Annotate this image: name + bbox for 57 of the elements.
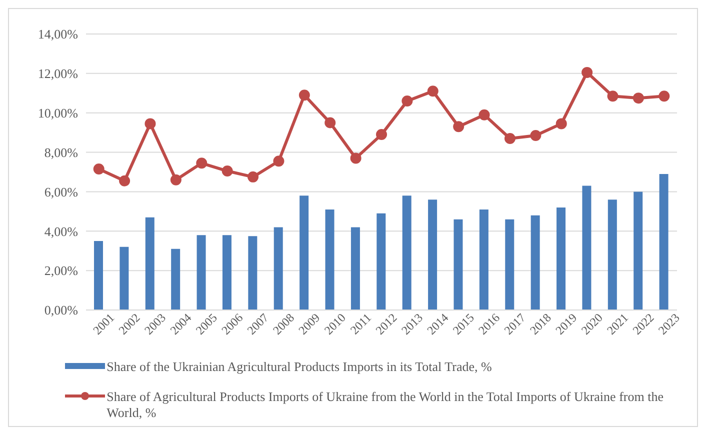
point bbox=[530, 130, 542, 142]
y-tick-label: 10,00% bbox=[38, 105, 78, 120]
y-tick-label: 6,00% bbox=[44, 184, 78, 200]
point bbox=[504, 132, 516, 144]
point bbox=[298, 90, 310, 101]
legend-label: Share of Agricultural Products Imports of Ukraine from the World in the Total Imports of Ukraine from the World, % bbox=[106, 389, 664, 421]
bar bbox=[94, 241, 103, 310]
bar bbox=[248, 236, 258, 310]
point bbox=[222, 166, 233, 177]
bar bbox=[222, 235, 232, 310]
point bbox=[632, 92, 644, 104]
bar bbox=[582, 186, 592, 310]
bar bbox=[376, 213, 386, 310]
point bbox=[196, 158, 208, 169]
point bbox=[273, 156, 284, 167]
bar bbox=[145, 217, 154, 310]
bar bbox=[608, 200, 617, 310]
point bbox=[582, 66, 593, 78]
y-tick-label: 0,00% bbox=[44, 302, 78, 318]
point bbox=[478, 109, 490, 120]
bar bbox=[274, 227, 283, 310]
bar bbox=[196, 235, 206, 310]
bar bbox=[350, 227, 360, 310]
y-tick-label: 14,00% bbox=[38, 26, 78, 42]
point bbox=[350, 152, 362, 164]
bar bbox=[505, 219, 514, 310]
bar bbox=[530, 215, 540, 310]
bar bbox=[634, 192, 643, 310]
bar bbox=[479, 209, 488, 310]
legend-label: Share of the Ukrainian Agricultural Products Imports in its Total Trade, % bbox=[106, 359, 492, 375]
y-tick-label: 2,00% bbox=[44, 263, 78, 278]
point bbox=[144, 118, 156, 130]
point bbox=[658, 90, 670, 102]
bar bbox=[120, 246, 129, 310]
bar bbox=[556, 207, 566, 310]
point bbox=[402, 96, 413, 107]
bar bbox=[300, 196, 309, 310]
point bbox=[427, 86, 438, 97]
point bbox=[119, 175, 130, 186]
y-tick-label: 12,00% bbox=[38, 66, 78, 82]
point bbox=[170, 174, 182, 186]
bar bbox=[454, 219, 463, 310]
x-tick-label: 2011 bbox=[347, 310, 374, 338]
y-tick-label: 8,00% bbox=[44, 144, 78, 160]
point bbox=[324, 117, 336, 128]
bar bbox=[171, 248, 180, 310]
point bbox=[453, 121, 464, 132]
point bbox=[248, 171, 259, 182]
point bbox=[607, 90, 618, 102]
point bbox=[93, 164, 104, 175]
point bbox=[556, 118, 567, 130]
bar bbox=[325, 209, 334, 310]
bar bbox=[402, 196, 412, 310]
point bbox=[376, 129, 387, 140]
bar bbox=[428, 200, 438, 310]
y-tick-label: 4,00% bbox=[44, 224, 78, 239]
bar bbox=[659, 174, 668, 310]
